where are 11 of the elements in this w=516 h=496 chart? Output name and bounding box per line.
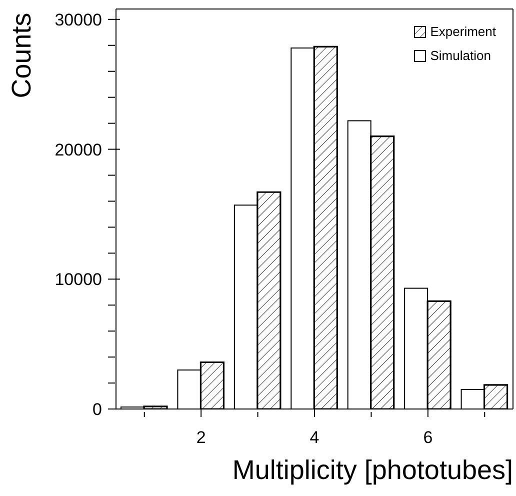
x-tick-label: 4: [310, 428, 320, 447]
legend-label: Experiment: [430, 23, 496, 41]
y-tick-label: 20000: [54, 140, 102, 160]
y-tick-label: 10000: [54, 270, 102, 290]
y-tick-label: 30000: [54, 10, 102, 30]
x-tick-label: 6: [423, 428, 433, 447]
x-tick-label: 2: [196, 428, 206, 447]
x-axis-title: Multiplicity [phototubes]: [232, 455, 513, 486]
legend-label: Simulation: [430, 47, 491, 65]
y-axis-title: Counts: [6, 12, 38, 98]
y-tick-label: 0: [92, 400, 102, 419]
